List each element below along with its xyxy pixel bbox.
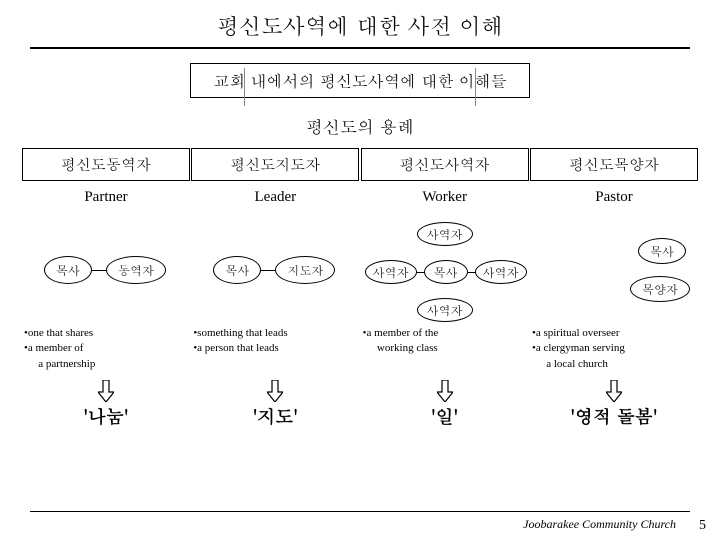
bullet-item: •a member of the working class — [361, 326, 529, 357]
kor-term: 평신도사역자 — [361, 148, 529, 181]
arrows-row — [0, 380, 720, 402]
kor-term: 평신도목양자 — [530, 148, 698, 181]
oval-node: 동역자 — [106, 256, 166, 284]
page-number: 5 — [699, 518, 706, 534]
connector-line — [475, 68, 476, 106]
bullet-item: •one that shares — [22, 326, 190, 341]
eng-term: Worker — [361, 189, 529, 206]
eng-term: Pastor — [530, 189, 698, 206]
connector-line — [417, 272, 425, 273]
arrow-cell — [361, 380, 529, 402]
connector-line — [468, 272, 476, 273]
kor-term: 평신도지도자 — [191, 148, 359, 181]
column: 평신도동역자 Partner — [22, 148, 190, 206]
conclusion: '지도' — [191, 404, 359, 429]
bullet-cell: •a member of the working class — [361, 326, 529, 372]
down-arrow-icon — [267, 380, 283, 402]
bullet-item: •a clergyman serving a local church — [530, 341, 698, 372]
conclusion: '나눔' — [22, 404, 190, 429]
down-arrow-icon — [98, 380, 114, 402]
oval-node: 사역자 — [417, 298, 473, 322]
oval-node: 지도자 — [275, 256, 335, 284]
footer-text: Joobarakee Community Church — [523, 517, 676, 532]
arrow-cell — [22, 380, 190, 402]
diagram-cell: 사역자사역자목사사역자사역자 — [361, 220, 529, 320]
oval-node: 목양자 — [630, 276, 690, 302]
down-arrow-icon — [606, 380, 622, 402]
footer-divider — [30, 511, 690, 512]
bullet-cell: •a spiritual overseer•a clergyman servin… — [530, 326, 698, 372]
oval-node: 사역자 — [417, 222, 473, 246]
column: 평신도지도자 Leader — [191, 148, 359, 206]
down-arrow-icon — [437, 380, 453, 402]
usage-heading: 평신도의 용례 — [0, 114, 720, 138]
page-title: 평신도사역에 대한 사전 이해 — [0, 0, 720, 47]
column: 평신도사역자 Worker — [361, 148, 529, 206]
conclusion: '일' — [361, 404, 529, 429]
connector-line — [244, 68, 245, 106]
oval-node: 목사 — [424, 260, 468, 284]
conclusion: '영적 돌봄' — [530, 404, 698, 429]
subtitle-box: 교회 내에서의 평신도사역에 대한 이해들 — [190, 63, 530, 98]
diagram-cell: 목사목양자 — [530, 220, 698, 320]
term-row: 평신도동역자Partner 평신도지도자Leader 평신도사역자Worker … — [0, 148, 720, 206]
oval-node: 목사 — [213, 256, 261, 284]
oval-node: 사역자 — [365, 260, 417, 284]
arrow-cell — [191, 380, 359, 402]
oval-node: 목사 — [638, 238, 686, 264]
bullet-cell: •something that leads•a person that lead… — [191, 326, 359, 372]
bullet-item: •a person that leads — [191, 341, 359, 356]
bullet-cell: •one that shares•a member of a partnersh… — [22, 326, 190, 372]
bullet-item: •something that leads — [191, 326, 359, 341]
oval-node: 목사 — [44, 256, 92, 284]
conclusion-row: '나눔' '지도' '일' '영적 돌봄' — [0, 404, 720, 429]
bullet-item: •a member of a partnership — [22, 341, 190, 372]
connector-line — [261, 270, 275, 271]
diagram-cell: 목사 지도자 — [191, 220, 359, 320]
connector-line — [92, 270, 106, 271]
diagram-row: 목사동역자 목사지도자 사역자사역자목사사역자사역자 목사목양자 — [0, 220, 720, 320]
bullets-row: •one that shares•a member of a partnersh… — [0, 326, 720, 372]
kor-term: 평신도동역자 — [22, 148, 190, 181]
eng-term: Partner — [22, 189, 190, 206]
arrow-cell — [530, 380, 698, 402]
oval-node: 사역자 — [475, 260, 527, 284]
column: 평신도목양자 Pastor — [530, 148, 698, 206]
diagram-cell: 목사 동역자 — [22, 220, 190, 320]
eng-term: Leader — [191, 189, 359, 206]
title-divider — [30, 47, 690, 49]
bullet-item: •a spiritual overseer — [530, 326, 698, 341]
